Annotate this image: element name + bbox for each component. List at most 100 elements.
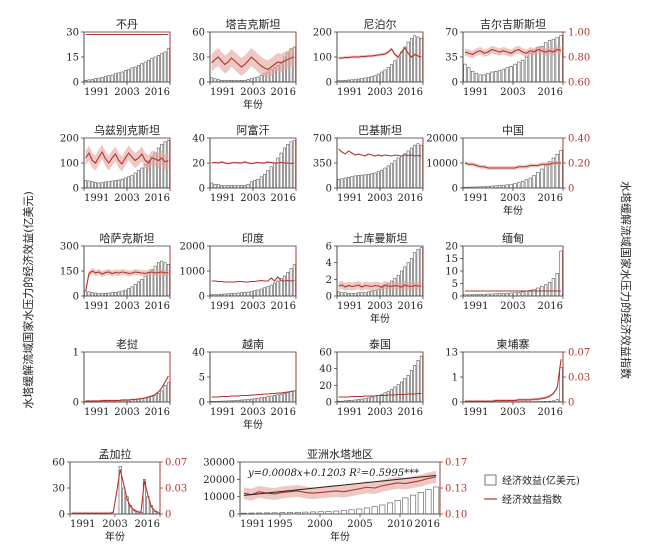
panel-11: 土库曼斯坦 0 2 4 6 1991 2003 2016 年份: [326, 231, 424, 325]
bar: [163, 262, 167, 297]
bar: [133, 66, 137, 83]
y-tick-label: 60: [319, 348, 332, 359]
bar: [509, 292, 513, 297]
bar: [156, 262, 160, 297]
x-tick-label: 1991: [463, 301, 488, 312]
x-tick-label: 2003: [240, 87, 265, 98]
x-tick-label: 2010: [387, 519, 412, 530]
bar: [249, 181, 253, 189]
bar: [94, 182, 98, 189]
panel-title: 吉尔吉斯斯坦: [480, 17, 546, 31]
bar: [104, 76, 107, 83]
bar: [517, 291, 521, 297]
bar: [256, 76, 260, 83]
bar: [409, 147, 413, 189]
bar: [253, 180, 257, 189]
x-tick-label: 1991: [337, 407, 362, 418]
bar: [104, 181, 107, 189]
bar: [210, 182, 214, 189]
bar: [113, 292, 117, 297]
bar: [282, 275, 286, 297]
x-tick-label: 1991: [337, 87, 362, 98]
x-tick-label: 1991: [84, 407, 109, 418]
bar: [501, 68, 506, 83]
bar: [555, 153, 559, 189]
bar: [366, 291, 370, 297]
panel-title: 印度: [242, 231, 264, 245]
bar: [360, 292, 364, 297]
index-uncertainty-band: [85, 268, 169, 294]
bar: [292, 390, 296, 403]
bar: [416, 36, 420, 83]
bar: [536, 287, 540, 297]
x-tick-label: 2005: [347, 519, 372, 530]
bar: [282, 147, 286, 189]
x-tick-label: 2016: [538, 193, 563, 204]
bar: [117, 291, 121, 297]
index-tick-label: 0.60: [568, 78, 590, 89]
bar: [84, 180, 88, 189]
index-line: [464, 359, 562, 402]
bar: [246, 291, 250, 297]
bar: [243, 292, 247, 297]
bar: [390, 163, 394, 189]
bar: [403, 46, 407, 83]
bar: [409, 370, 413, 403]
bar: [133, 284, 137, 297]
y-tick-label: 150: [60, 267, 79, 278]
bar: [120, 290, 124, 297]
x-tick-label: 2003: [114, 301, 139, 312]
bar: [253, 77, 257, 83]
bar: [403, 153, 407, 189]
y-tick-label: 5: [452, 279, 458, 290]
bar: [494, 70, 498, 83]
bar: [467, 67, 471, 83]
index-line: [464, 162, 562, 169]
bar: [547, 281, 552, 297]
x-tick-label: 2003: [102, 519, 127, 530]
bar: [390, 64, 394, 83]
bar: [532, 175, 536, 189]
bar: [393, 160, 397, 189]
y-tick-label: 15: [445, 254, 458, 265]
y-tick-label: 20: [445, 242, 458, 253]
y-tick-label: 70: [445, 28, 458, 39]
y-tick-label: 100: [60, 159, 79, 170]
bar: [532, 288, 536, 297]
bar: [406, 41, 410, 83]
x-tick-label: 1995: [267, 519, 292, 530]
bar: [147, 272, 150, 297]
y-tick-label: 0: [73, 78, 79, 89]
y-tick-label: 60: [192, 28, 205, 39]
x-tick-label: 2016: [398, 301, 423, 312]
panel-title: 泰国: [369, 337, 391, 351]
bar: [122, 487, 126, 515]
bar: [140, 279, 144, 297]
y-tick-label: 30000: [203, 458, 235, 469]
legend-bar-label: 经济效益(亿美元): [502, 474, 580, 487]
index-tick-label: 0.07: [165, 458, 187, 469]
bar: [551, 278, 556, 297]
x-tick-label: 2016: [538, 301, 563, 312]
bar: [376, 395, 380, 403]
bar: [140, 167, 144, 189]
x-tick-label: 2016: [271, 301, 296, 312]
panel-title: 乌兹别克斯坦: [94, 123, 160, 137]
panel-8: 中国 0 10000 20000 0 0.20 0.40 1991 2003 2016 年份: [426, 124, 590, 217]
bar: [279, 152, 283, 189]
y-tick-label: 40: [192, 348, 205, 359]
y-tick-label: 0: [199, 398, 205, 409]
bar: [137, 65, 141, 83]
index-line: [338, 148, 422, 157]
bar: [347, 176, 351, 189]
bar: [379, 504, 386, 515]
panel-3: 尼泊尔 0 100 200 1991 2003 2016: [313, 18, 424, 98]
bar: [396, 384, 400, 403]
index-tick-label: 0.80: [568, 53, 590, 64]
index-line: [338, 392, 422, 398]
y-tick-label: 20000: [426, 134, 458, 145]
bar: [256, 178, 260, 189]
bar: [400, 381, 403, 403]
bar: [107, 292, 111, 297]
bar: [94, 292, 98, 297]
